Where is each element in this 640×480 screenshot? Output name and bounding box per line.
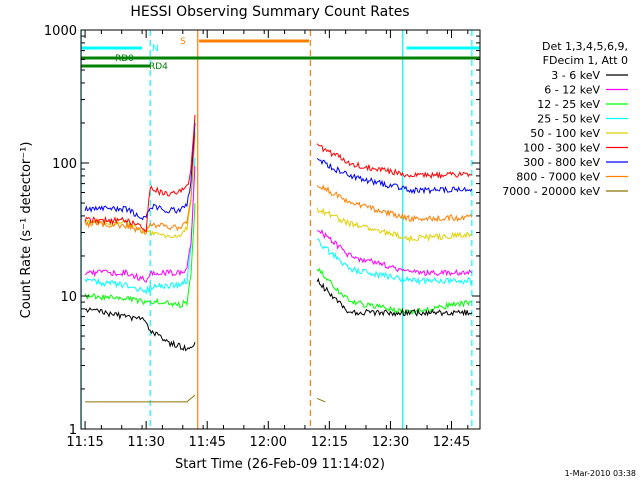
legend-header-2: FDecim 1, Att 0	[543, 54, 628, 67]
legend-entry-label: 100 - 300 keV	[523, 142, 600, 155]
series-line	[85, 115, 195, 232]
legend-entry-label: 50 - 100 keV	[530, 127, 600, 140]
series-line	[317, 269, 472, 314]
x-tick-label: 12:45	[433, 435, 470, 450]
rd0-label: RD0	[115, 54, 134, 64]
legend-entry-label: 7000 - 20000 keV	[502, 185, 600, 198]
legend-header-1: Det 1,3,4,5,6,9,	[542, 40, 628, 53]
series-line	[317, 398, 325, 402]
x-tick-label: 12:30	[372, 435, 409, 450]
legend-entry-label: 12 - 25 keV	[537, 98, 600, 111]
legend-entry-label: 6 - 12 keV	[544, 84, 600, 97]
series-line	[85, 308, 195, 350]
y-tick-label: 100	[52, 157, 77, 172]
series-line	[317, 230, 472, 275]
x-tick-label: 11:45	[188, 435, 225, 450]
legend-entry-label: 25 - 50 keV	[537, 113, 600, 126]
series-line	[85, 395, 195, 402]
legend: Det 1,3,4,5,6,9, FDecim 1, Att 0 3 - 6 k…	[502, 40, 628, 198]
legend-entry-label: 3 - 6 keV	[551, 69, 600, 82]
x-tick-label: 11:30	[127, 435, 164, 450]
y-axis-label: Count Rate (s⁻¹ detector⁻¹)	[19, 142, 34, 319]
series-line	[317, 158, 472, 193]
series-line	[317, 185, 472, 221]
series-line	[85, 132, 195, 234]
x-axis-label: Start Time (26-Feb-09 11:14:02)	[175, 457, 385, 472]
legend-entry-label: 800 - 7000 keV	[516, 171, 600, 184]
series-line	[317, 208, 472, 242]
y-tick-label: 10	[60, 290, 77, 305]
x-tick-label: 12:15	[311, 435, 348, 450]
saa-label: S	[180, 37, 186, 47]
legend-entry-label: 300 - 800 keV	[523, 156, 600, 169]
timestamp: 1-Mar-2010 03:38	[565, 469, 636, 478]
chart-title: HESSI Observing Summary Count Rates	[130, 4, 409, 20]
axis-ticks: 11:15 11:30 11:45 12:00 12:15 12:30 12:4511010…	[44, 24, 480, 450]
night-label: N	[152, 44, 159, 54]
rd4-label: RD4	[149, 62, 168, 72]
y-tick-label: 1000	[44, 24, 77, 39]
y-tick-label: 1	[69, 423, 77, 438]
series-layer	[85, 115, 472, 402]
series-line	[85, 123, 195, 219]
x-tick-label: 12:00	[250, 435, 287, 450]
